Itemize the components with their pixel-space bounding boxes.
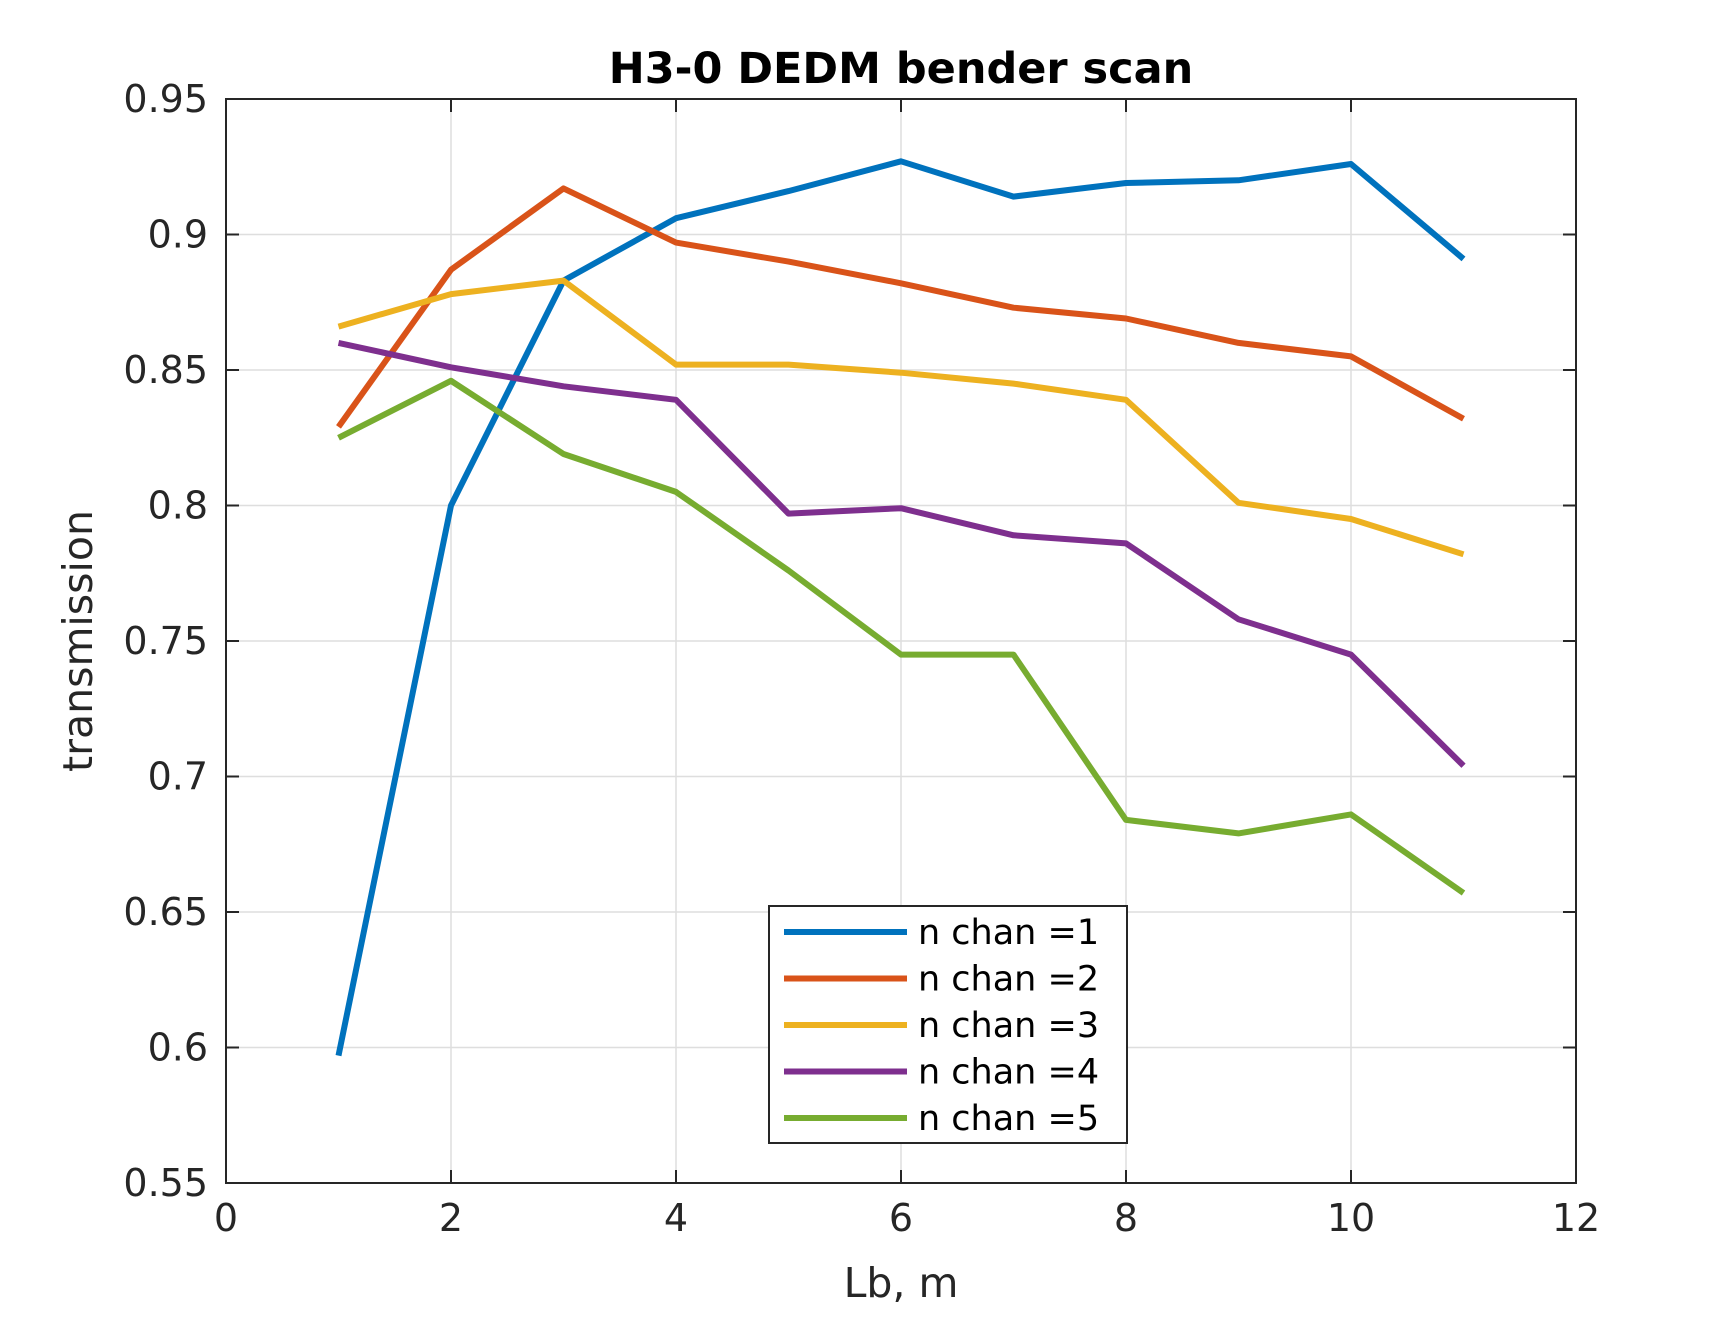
y-tick-label: 0.75 <box>123 619 208 663</box>
x-axis-title: Lb, m <box>844 1259 959 1307</box>
legend-label-2: n chan =2 <box>918 960 1099 1000</box>
series-line-5 <box>337 377 1466 896</box>
series-line-4 <box>337 339 1466 768</box>
series-line-3 <box>337 277 1465 558</box>
x-tick-label: 8 <box>1114 1196 1138 1240</box>
legend: n chan =1 n chan =2 n chan =3 n chan =4 n ch… <box>768 905 1128 1144</box>
legend-label-4: n chan =4 <box>918 1053 1099 1093</box>
chart-title: H3-0 DEDM bender scan <box>609 44 1194 94</box>
series-line-2 <box>336 185 1465 429</box>
x-tick-label: 12 <box>1552 1196 1600 1240</box>
y-tick-label: 0.95 <box>123 77 208 121</box>
y-tick-label: 0.7 <box>148 755 208 799</box>
series-lines <box>335 158 1466 1057</box>
x-tick-label: 6 <box>889 1196 913 1240</box>
series-line-1 <box>335 158 1466 1057</box>
y-tick-label: 0.55 <box>123 1161 208 1205</box>
x-tick-label: 10 <box>1327 1196 1375 1240</box>
legend-label-1: n chan =1 <box>918 913 1099 953</box>
y-tick-label: 0.8 <box>148 484 208 528</box>
y-tick-label: 0.6 <box>148 1026 208 1070</box>
x-tick-label: 0 <box>214 1196 238 1240</box>
axis-ticks: 0 2 4 6 8 10 12 0.55 0.6 0.65 0.7 0.75 0.8 0.85 0.9 0.9… <box>123 77 1600 1240</box>
y-tick-label: 0.65 <box>123 890 208 934</box>
legend-label-3: n chan =3 <box>918 1006 1099 1046</box>
y-axis-title: transmission <box>54 510 102 772</box>
x-tick-label: 2 <box>439 1196 463 1240</box>
y-tick-label: 0.9 <box>148 213 208 257</box>
y-tick-label: 0.85 <box>123 348 208 392</box>
legend-label-5: n chan =5 <box>918 1099 1099 1139</box>
x-tick-label: 4 <box>664 1196 688 1240</box>
